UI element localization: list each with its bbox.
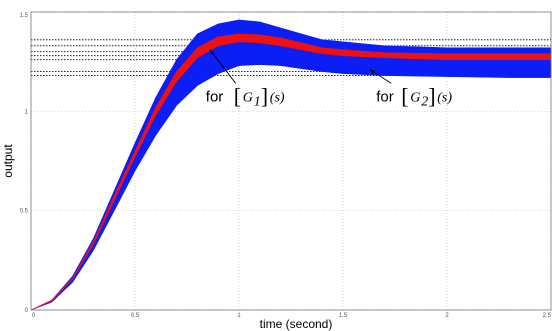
x-tick-label: 1: [237, 313, 241, 319]
annotation-transfer-function: G: [410, 90, 420, 105]
y-tick-label: 1: [25, 109, 29, 115]
annotation-subscript: 2: [421, 94, 428, 109]
plot-frame: [30, 11, 552, 311]
annotation-arrow-head: [209, 49, 215, 55]
annotation-open-bracket: [: [234, 83, 241, 108]
y-tick-label: 0.5: [20, 209, 29, 215]
annotations: for[G 1] (s) for[G 2] (s): [206, 49, 452, 109]
annotation-close-bracket: ]: [428, 83, 435, 108]
annotation-prefix: for: [206, 88, 224, 105]
y-tick-label: 1.5: [20, 13, 29, 19]
x-tick-label: 2: [445, 313, 449, 319]
annotation-arrow-head: [370, 69, 375, 74]
annotation-transfer-function: G: [243, 90, 253, 105]
x-axis-label: time (second): [260, 317, 333, 331]
axis-ticks: 0 0.5 1 1.5 2 2.5 0 0.5 1 1.5: [20, 13, 552, 319]
annotation-suffix: (s): [270, 90, 285, 105]
x-tick-label: 1.5: [339, 313, 348, 319]
x-tick-label: 0: [32, 313, 36, 319]
annotation-close-bracket: ]: [261, 83, 268, 108]
annotation-suffix: (s): [437, 90, 452, 105]
x-tick-label: 2.5: [543, 313, 552, 319]
y-tick-label: 0: [25, 308, 29, 314]
annotation-prefix: for: [376, 88, 394, 105]
annotation-arrow-line: [209, 49, 237, 84]
y-axis-label: output: [1, 144, 15, 178]
annotation-subscript: 1: [254, 94, 261, 109]
x-tick-label: 0.5: [131, 313, 140, 319]
annotation-open-bracket: [: [401, 83, 408, 108]
